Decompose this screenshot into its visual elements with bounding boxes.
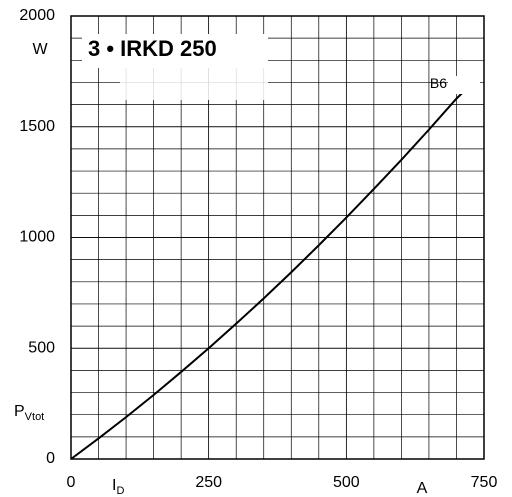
data-line <box>70 81 474 460</box>
series-label: B6 <box>430 75 447 91</box>
x-tick-label: 0 <box>67 474 76 491</box>
x-unit: A <box>417 480 428 497</box>
x-label-sub: D <box>116 485 124 497</box>
x-label-main: I <box>112 477 116 494</box>
annotation-box <box>82 34 268 68</box>
y-unit: W <box>32 41 48 58</box>
y-tick-label: 2000 <box>19 7 55 24</box>
y-tick-label: 0 <box>46 450 55 467</box>
x-tick-label: 250 <box>195 474 222 491</box>
x-tick-label: 500 <box>333 474 360 491</box>
y-label-sub: Vtot <box>25 411 45 423</box>
y-axis-label: PVtot <box>14 403 44 423</box>
y-tick-label: 500 <box>28 339 55 356</box>
y-tick-label: 1000 <box>19 229 55 246</box>
series-label-bg <box>448 76 480 94</box>
plot-frame <box>70 15 485 460</box>
annotation: 3 • IRKD 250 <box>88 36 217 61</box>
x-tick-label: 750 <box>471 474 498 491</box>
y-tick-label: 1500 <box>19 118 55 135</box>
y-label-main: P <box>14 403 25 420</box>
annotation-fade <box>120 68 268 100</box>
x-axis-label: ID <box>112 477 124 497</box>
